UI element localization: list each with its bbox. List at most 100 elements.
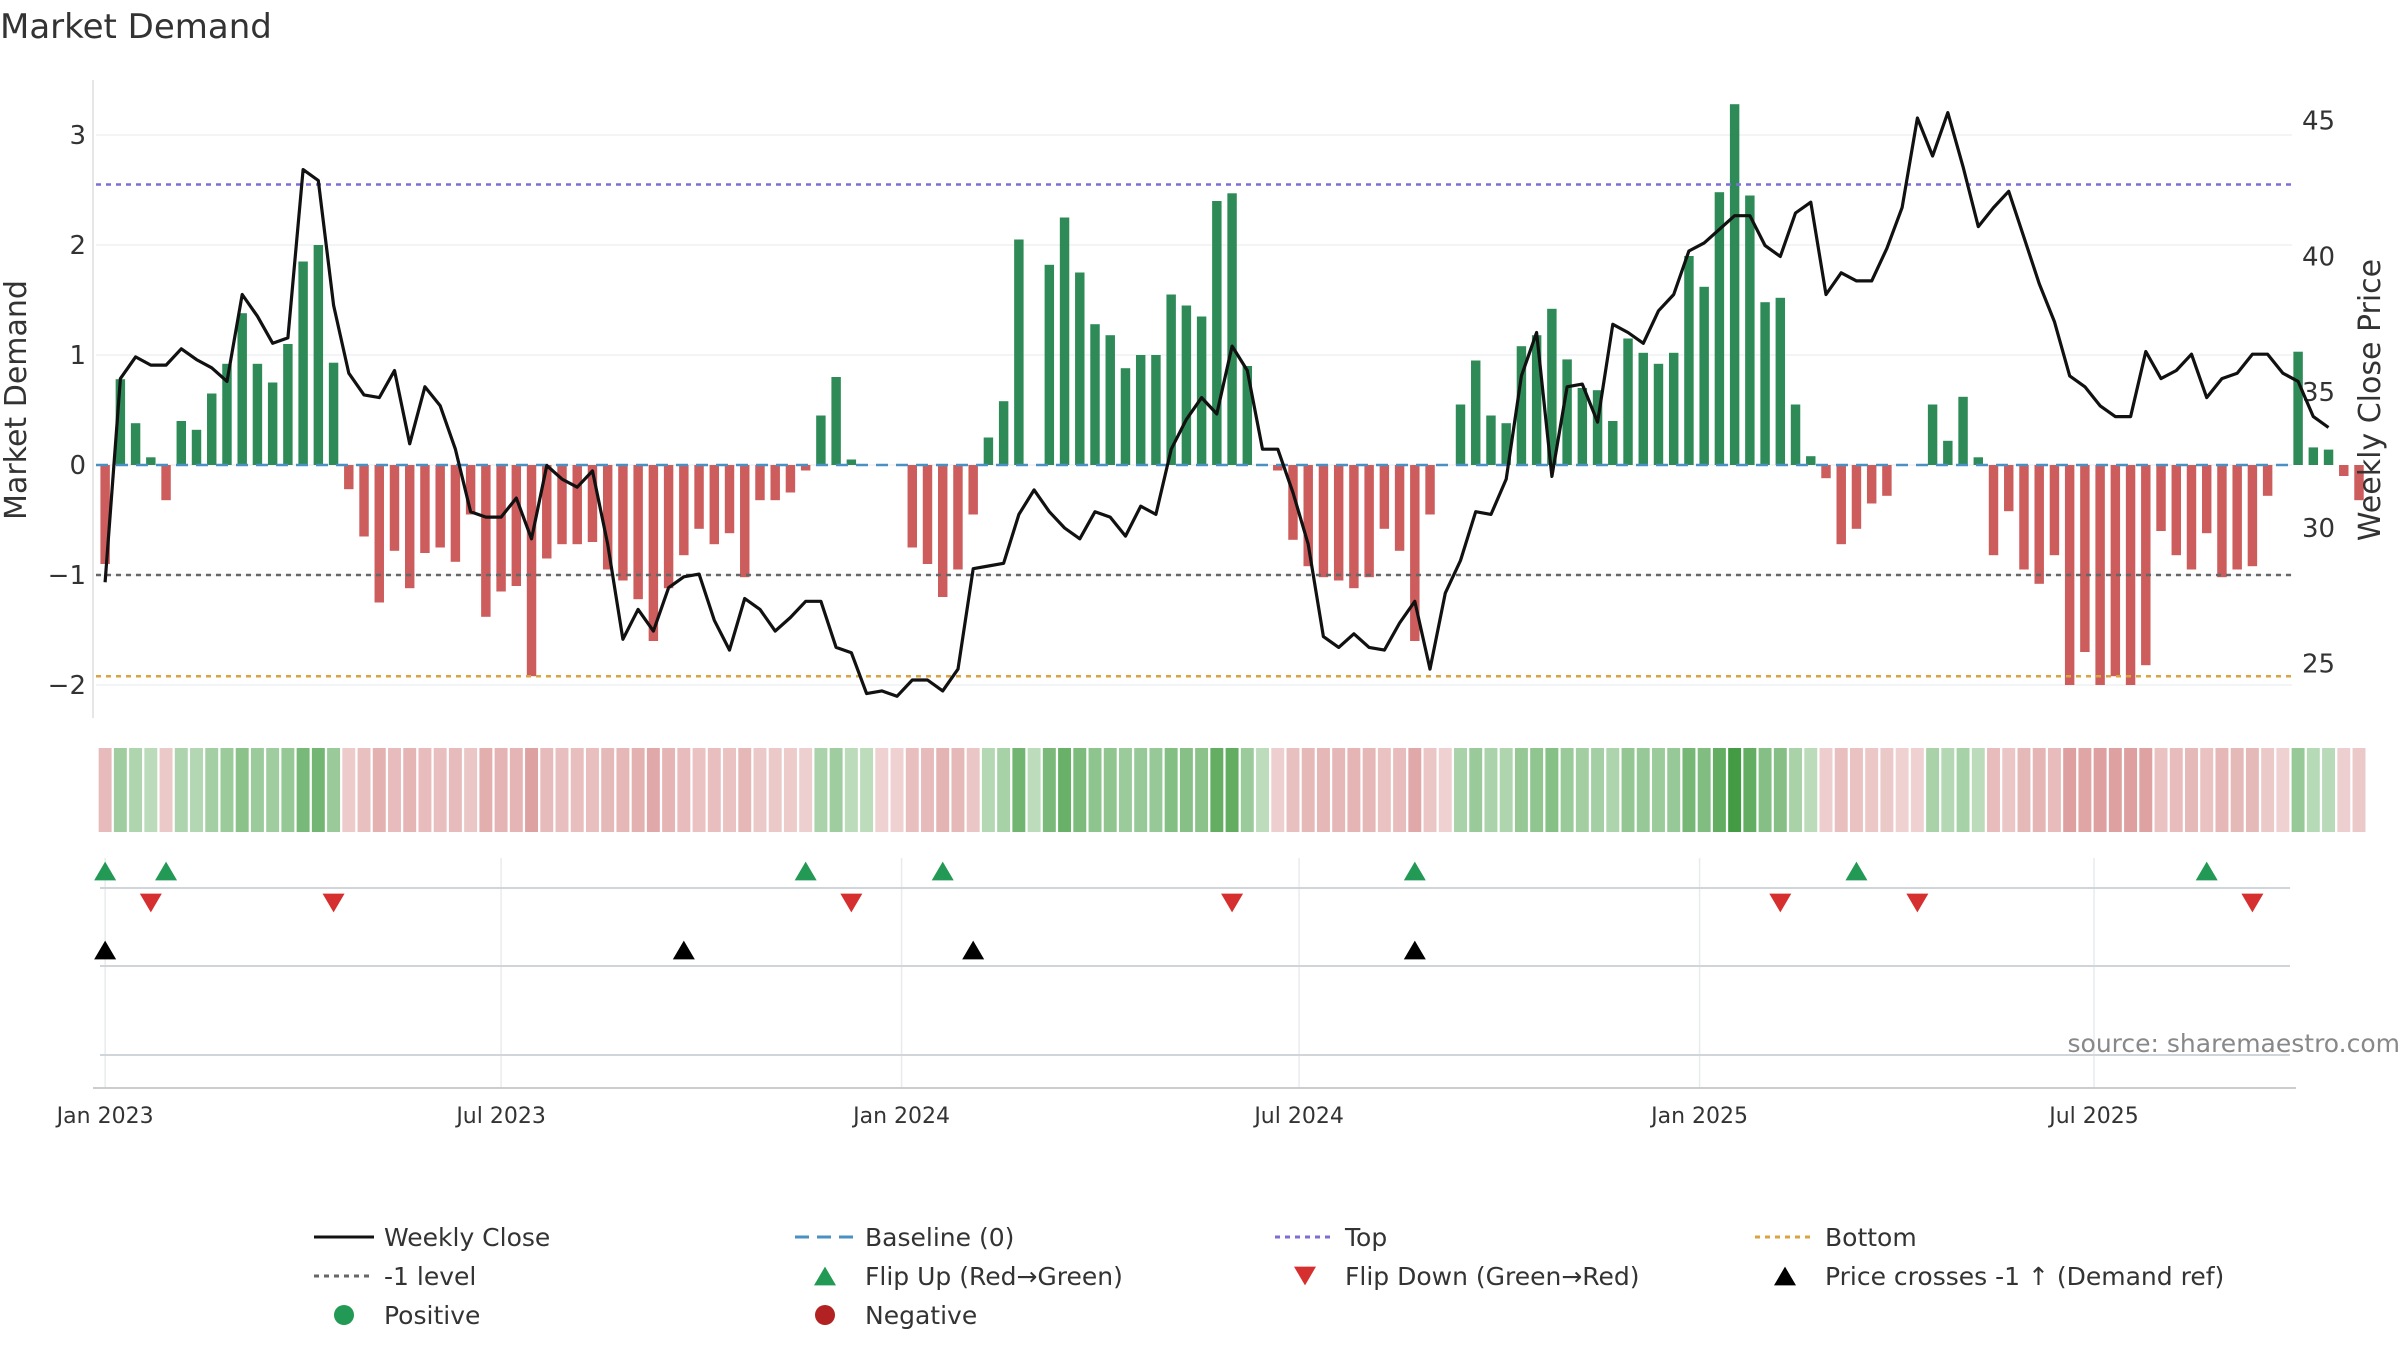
y-tick-label-right: 25 [2302, 650, 2335, 680]
negative-demand-bar [755, 465, 765, 501]
negative-demand-bar [1836, 465, 1846, 545]
heat-strip-cell [1682, 748, 1696, 832]
heat-strip-cell [2063, 748, 2077, 832]
flip-up-marker [931, 861, 954, 881]
heat-strip-cell [1545, 748, 1559, 832]
negative-demand-bar [1410, 465, 1420, 641]
heat-strip-cell [1987, 748, 2000, 832]
legend: Weekly Close Baseline (0) Top Bottom -1 leve… [314, 1223, 2224, 1330]
heat-strip-cell [997, 748, 1011, 832]
heat-strip-cell [1058, 748, 1072, 832]
heat-strip-cell [1819, 748, 1833, 832]
heat-strip-cell [1941, 748, 1955, 832]
negative-demand-bar [481, 465, 491, 617]
heat-strip-cell [1103, 748, 1117, 832]
positive-demand-bar [983, 437, 994, 465]
heat-strip-cell [2337, 748, 2351, 832]
heat-strip-cell [1073, 748, 1087, 832]
heat-strip-cell [2352, 748, 2366, 832]
legend-label: Weekly Close [384, 1223, 550, 1252]
positive-demand-bar [1806, 456, 1816, 465]
positive-demand-bar [1729, 104, 1740, 465]
positive-demand-bar [328, 362, 339, 465]
positive-demand-bar [1745, 195, 1755, 465]
y-tick-label-left: 2 [69, 231, 86, 261]
negative-demand-bar [1318, 465, 1329, 578]
negative-demand-bar [572, 465, 582, 545]
heat-strip-cell [1606, 748, 1620, 832]
negative-demand-bar [1364, 465, 1374, 578]
heat-strip-cell [1164, 748, 1178, 832]
heat-strip-cell [585, 748, 599, 832]
heat-strip-cell [266, 748, 280, 832]
negative-demand-bar [907, 465, 917, 548]
legend-item-level: -1 level [314, 1262, 476, 1291]
flip-up-marker [2195, 861, 2218, 881]
flip-up-marker [1845, 861, 1868, 881]
positive-demand-bar [1181, 305, 1192, 465]
positive-demand-bar [1577, 388, 1588, 465]
negative-demand-bar [557, 465, 567, 545]
positive-demand-bar [1958, 396, 1968, 465]
heat-strip-cell [311, 748, 325, 832]
heat-strip-cell [2276, 748, 2290, 832]
negative-demand-bar [420, 465, 430, 553]
negative-demand-bar [161, 465, 171, 501]
positive-demand-bar [1105, 335, 1115, 465]
negative-demand-bar [663, 465, 674, 589]
heat-strip-cell [1271, 748, 1285, 832]
legend-label: Flip Up (Red→Green) [865, 1262, 1123, 1291]
legend-label: Negative [865, 1301, 977, 1330]
heat-strip-cell [1027, 748, 1041, 832]
x-tick-labels: Jan 2023 Jul 2023 Jan 2024 Jul 2024 Jan 2025… [55, 1104, 2139, 1129]
positive-demand-bar [1135, 355, 1146, 465]
price-cross-marker [962, 940, 985, 960]
chart-title: Market Demand [0, 7, 272, 47]
legend-item-bottom: Bottom [1755, 1223, 1917, 1252]
source-credit: source: sharemaestro.com [2068, 1029, 2400, 1058]
legend-label: -1 level [384, 1262, 476, 1291]
positive-demand-bar [191, 429, 202, 465]
heat-strip-cell [2261, 748, 2275, 832]
negative-demand-bar [2339, 465, 2349, 476]
heat-strip-cell [388, 748, 401, 832]
negative-demand-bar [1349, 465, 1359, 589]
y-axis-label-left: Market Demand [0, 280, 34, 520]
heat-strip-cell [616, 748, 630, 832]
heat-strip-cell [2200, 748, 2214, 832]
heat-strip-cell [981, 748, 995, 832]
heat-strip-cell [98, 748, 112, 832]
legend-label: Flip Down (Green→Red) [1345, 1262, 1640, 1291]
heat-strip-cell [129, 748, 143, 832]
flip-down-marker [1221, 893, 1244, 913]
positive-demand-bar [1775, 297, 1786, 465]
positive-demand-bar [207, 393, 217, 465]
y-tick-label-right: 40 [2302, 242, 2335, 272]
positive-demand-bar [1714, 192, 1725, 465]
y-tick-label-left: 1 [69, 341, 86, 371]
heat-strip-cell [2002, 748, 2016, 832]
negative-demand-bar [496, 465, 506, 592]
negative-demand-bar [2019, 465, 2029, 570]
legend-swatch-circle [815, 1305, 835, 1325]
heat-strip-cell [1149, 748, 1163, 832]
heat-strip-cell [631, 748, 645, 832]
positive-demand-bar [1501, 423, 1511, 465]
heat-strip-cell [1012, 748, 1026, 832]
heat-strip-cell [662, 748, 676, 832]
heat-strip-cell [1118, 748, 1132, 832]
positive-demand-bar [115, 379, 126, 465]
positive-demand-bar [998, 401, 1009, 465]
negative-demand-bar [2247, 465, 2258, 567]
negative-demand-bar [1866, 465, 1877, 504]
heat-strip-cell [2078, 748, 2092, 832]
positive-demand-bar [1760, 302, 1770, 465]
y-tick-label-left: 0 [69, 451, 86, 481]
positive-demand-bar [176, 421, 187, 465]
heat-strip-cell [844, 748, 858, 832]
heat-strip-cell [205, 748, 219, 832]
heat-strip-cell [555, 748, 569, 832]
heat-strip-cell [1591, 748, 1605, 832]
positive-demand-bar [1242, 366, 1253, 465]
heat-strip-cell [1438, 748, 1452, 832]
